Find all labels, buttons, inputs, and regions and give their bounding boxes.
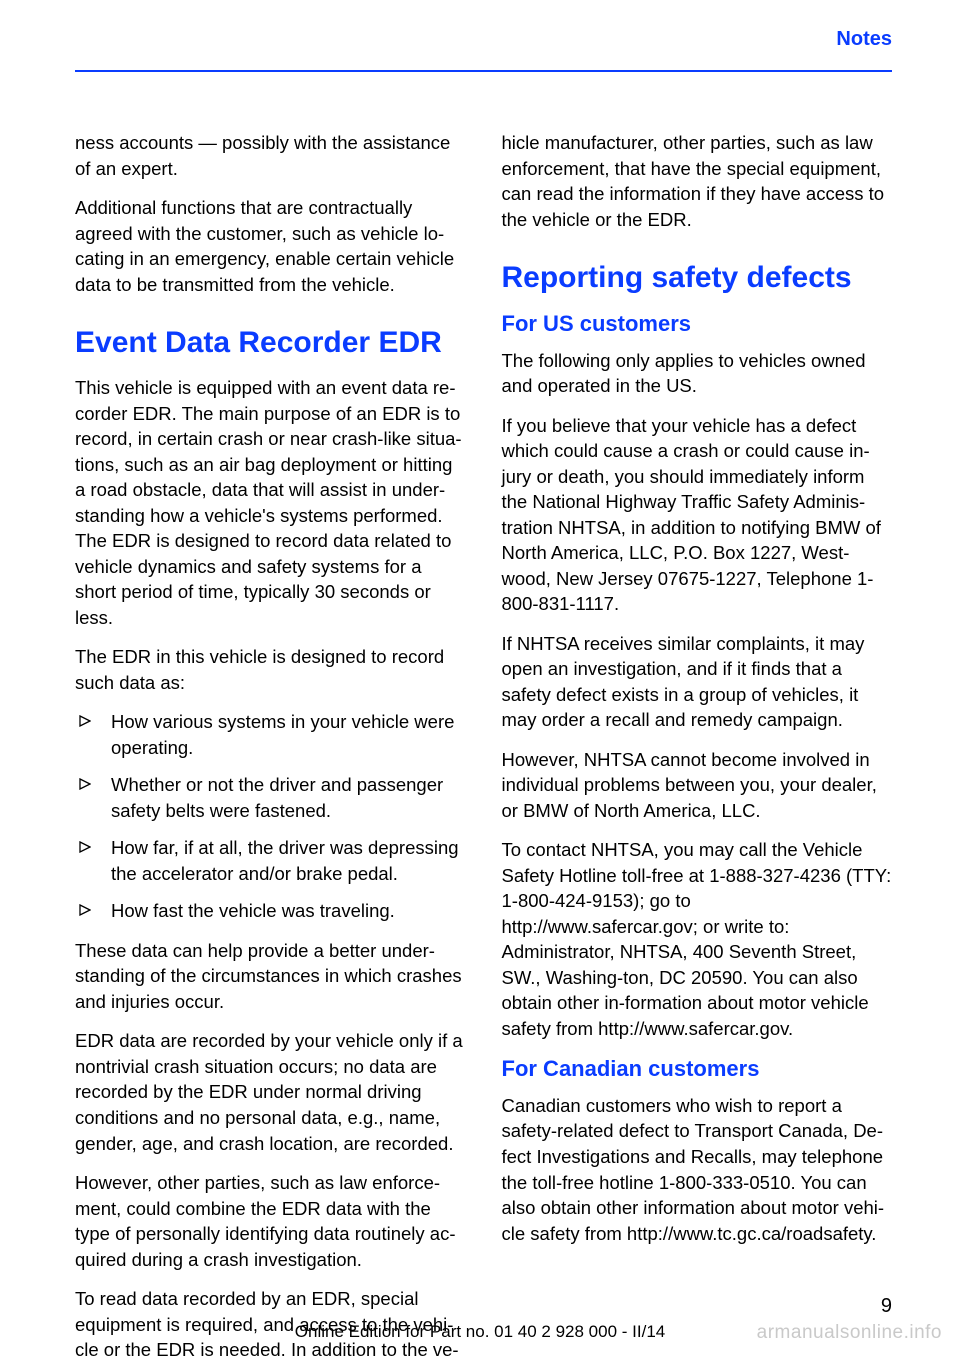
list-item-text: How far, if at all, the driver was depre… xyxy=(111,837,459,884)
section-label: Notes xyxy=(836,28,892,51)
body-text: If you believe that your vehicle has a d… xyxy=(502,413,893,617)
heading-edr: Event Data Recorder EDR xyxy=(75,325,466,361)
body-text: Additional functions that are contractua… xyxy=(75,195,466,297)
list-item-text: How various systems in your vehicle were… xyxy=(111,711,454,758)
body-text: The EDR in this vehicle is designed to r… xyxy=(75,644,466,695)
content-columns: ness accounts — possibly with the assist… xyxy=(75,130,892,1363)
page-number: 9 xyxy=(881,1295,892,1318)
list-item: How fast the vehicle was traveling. xyxy=(75,898,466,924)
body-text: These data can help provide a better und… xyxy=(75,938,466,1015)
body-text: To contact NHTSA, you may call the Vehic… xyxy=(502,837,893,1041)
body-text: If NHTSA receives similar complaints, it… xyxy=(502,631,893,733)
body-text: Canadian customers who wish to report a … xyxy=(502,1093,893,1246)
triangle-bullet-icon xyxy=(79,778,91,790)
triangle-bullet-icon xyxy=(79,715,91,727)
watermark-text: armanualsonline.info xyxy=(757,1322,942,1344)
list-item: Whether or not the driver and passenger … xyxy=(75,772,466,823)
header-rule xyxy=(75,70,892,72)
page-header: Notes xyxy=(75,28,892,58)
heading-defects: Reporting safety defects xyxy=(502,260,893,296)
triangle-bullet-icon xyxy=(79,841,91,853)
body-text: The following only applies to vehicles o… xyxy=(502,348,893,399)
subheading-us: For US customers xyxy=(502,310,893,338)
triangle-bullet-icon xyxy=(79,904,91,916)
left-column: ness accounts — possibly with the assist… xyxy=(75,130,466,1363)
list-item-text: Whether or not the driver and passenger … xyxy=(111,774,443,821)
edr-bullet-list: How various systems in your vehicle were… xyxy=(75,709,466,924)
right-column: hicle manufacturer, other parties, such … xyxy=(502,130,893,1363)
list-item: How far, if at all, the driver was depre… xyxy=(75,835,466,886)
list-item-text: How fast the vehicle was traveling. xyxy=(111,900,395,921)
list-item: How various systems in your vehicle were… xyxy=(75,709,466,760)
subheading-ca: For Canadian customers xyxy=(502,1055,893,1083)
body-text: However, other parties, such as law enfo… xyxy=(75,1170,466,1272)
body-text: ness accounts — possibly with the assist… xyxy=(75,130,466,181)
page-container: Notes ness accounts — possibly with the … xyxy=(0,0,960,1362)
body-text: EDR data are recorded by your vehicle on… xyxy=(75,1028,466,1156)
body-text: However, NHTSA cannot become involved in… xyxy=(502,747,893,824)
body-text: hicle manufacturer, other parties, such … xyxy=(502,130,893,232)
body-text: This vehicle is equipped with an event d… xyxy=(75,375,466,630)
